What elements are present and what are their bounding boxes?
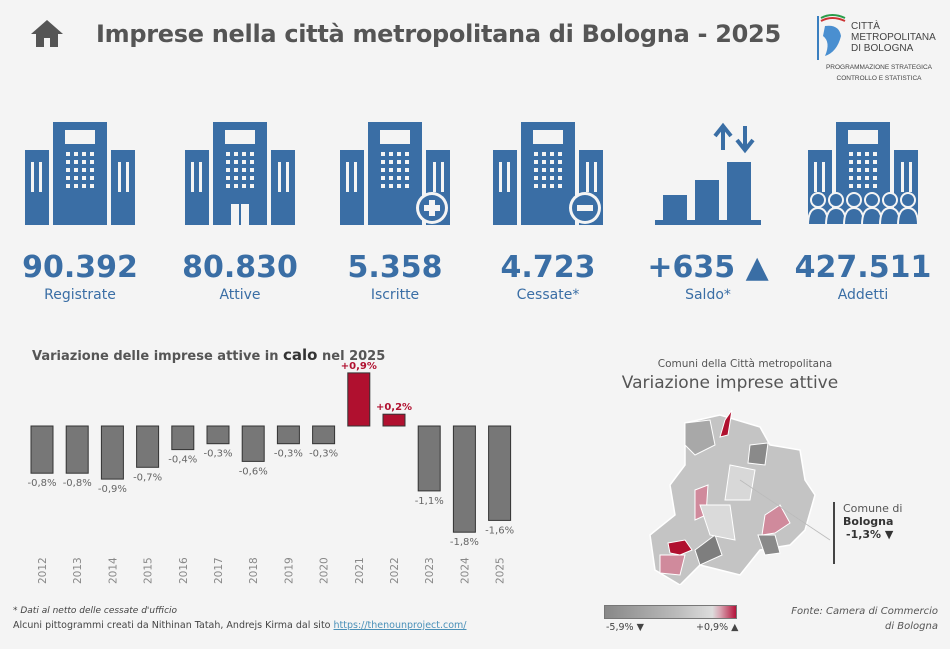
bar-2012[interactable] xyxy=(30,425,54,474)
bar-2024[interactable] xyxy=(452,425,476,533)
municipalities-map[interactable] xyxy=(640,405,840,585)
page-title: Imprese nella città metropolitana di Bol… xyxy=(96,20,781,48)
bologna-callout: Comune di Bologna -1,3% ▼ xyxy=(833,502,902,564)
x-tick-label: 2022 xyxy=(389,557,401,584)
data-label: -1,1% xyxy=(415,496,444,507)
bar-2016[interactable] xyxy=(171,425,195,451)
bar-2020[interactable] xyxy=(312,425,336,445)
source: Fonte: Camera di Commercio di Bologna xyxy=(791,606,938,632)
data-label: -0,6% xyxy=(239,466,268,477)
data-label: -0,8% xyxy=(27,478,56,489)
kpi-label: Attive xyxy=(219,287,261,303)
buildings-icon xyxy=(5,120,155,225)
data-label: -0,9% xyxy=(98,484,127,495)
legend-max: +0,9% ▲ xyxy=(696,622,739,633)
bar-2022[interactable] xyxy=(382,413,406,427)
kpi-label: Registrate xyxy=(44,287,116,303)
bar-2019[interactable] xyxy=(276,425,300,445)
data-label: -0,3% xyxy=(309,449,338,460)
bar-2014[interactable] xyxy=(100,425,124,480)
legend-min: -5,9% ▼ xyxy=(606,622,644,633)
buildings-door-icon xyxy=(165,120,315,225)
kpi-value: 4.723 xyxy=(500,250,596,285)
x-tick-label: 2020 xyxy=(319,557,331,584)
data-label: +0,9% xyxy=(341,361,377,372)
x-tick-label: 2017 xyxy=(213,557,225,584)
data-label: -1,6% xyxy=(485,525,514,536)
buildings-minus-icon xyxy=(473,120,623,225)
bar-2017[interactable] xyxy=(206,425,230,445)
credits: Alcuni pittogrammi creati da Nithinan Ta… xyxy=(13,620,467,631)
map-subtitle: Comuni della Città metropolitana xyxy=(657,358,833,370)
data-label: -0,7% xyxy=(133,472,162,483)
kpi-value: 427.511 xyxy=(794,250,932,285)
bar-2013[interactable] xyxy=(65,425,89,474)
bar-2015[interactable] xyxy=(136,425,160,468)
kpi-iscritte: 5.358 Iscritte xyxy=(320,120,470,303)
buildings-plus-icon xyxy=(320,120,470,225)
x-tick-label: 2014 xyxy=(107,557,119,584)
noun-project-link[interactable]: https://thenounproject.com/ xyxy=(333,620,467,631)
kpi-label: Saldo* xyxy=(685,287,731,303)
footnote: * Dati al netto delle cessate d'ufficio xyxy=(13,606,178,616)
x-tick-label: 2024 xyxy=(459,557,471,584)
kpi-value: +635 ▲ xyxy=(647,250,769,285)
x-tick-label: 2019 xyxy=(283,557,295,584)
kpi-attive: 80.830 Attive xyxy=(165,120,315,303)
kpi-registrate: 90.392 Registrate xyxy=(5,120,155,303)
data-label: -0,3% xyxy=(203,449,232,460)
kpi-label: Addetti xyxy=(837,287,889,303)
x-tick-label: 2023 xyxy=(424,557,436,584)
bar-arrows-icon xyxy=(633,120,783,225)
bar-2021[interactable] xyxy=(347,372,371,427)
data-label: -0,8% xyxy=(63,478,92,489)
bar-2025[interactable] xyxy=(488,425,512,521)
x-tick-label: 2013 xyxy=(72,557,84,584)
kpi-cessate: 4.723 Cessate* xyxy=(473,120,623,303)
home-icon[interactable] xyxy=(30,18,64,52)
x-tick-label: 2012 xyxy=(37,557,49,584)
x-tick-label: 2018 xyxy=(248,557,260,584)
data-label: +0,2% xyxy=(376,402,412,413)
kpi-addetti: 427.511 Addetti xyxy=(788,120,938,303)
kpi-label: Cessate* xyxy=(516,287,580,303)
bar-2018[interactable] xyxy=(241,425,265,462)
kpi-saldo: +635 ▲ Saldo* xyxy=(633,120,783,303)
kpi-label: Iscritte xyxy=(370,287,420,303)
kpi-value: 80.830 xyxy=(182,250,298,285)
x-tick-label: 2021 xyxy=(354,557,366,584)
data-label: -1,8% xyxy=(450,537,479,548)
bar-2023[interactable] xyxy=(417,425,441,492)
data-label: -0,3% xyxy=(274,449,303,460)
data-label: -0,4% xyxy=(168,455,197,466)
chart-title: Variazione delle imprese attive in calo … xyxy=(32,346,386,364)
x-tick-label: 2016 xyxy=(178,557,190,584)
x-tick-label: 2025 xyxy=(495,557,507,584)
kpi-value: 90.392 xyxy=(22,250,138,285)
bar-chart: -0,8% 2012 -0,8% 2013 -0,9% 2014 -0,7% 2015 -0,4… xyxy=(27,361,514,584)
buildings-people-icon xyxy=(788,120,938,225)
map-title: Variazione imprese attive xyxy=(621,373,839,393)
color-legend xyxy=(604,605,737,619)
kpi-value: 5.358 xyxy=(347,250,443,285)
x-tick-label: 2015 xyxy=(143,557,155,584)
